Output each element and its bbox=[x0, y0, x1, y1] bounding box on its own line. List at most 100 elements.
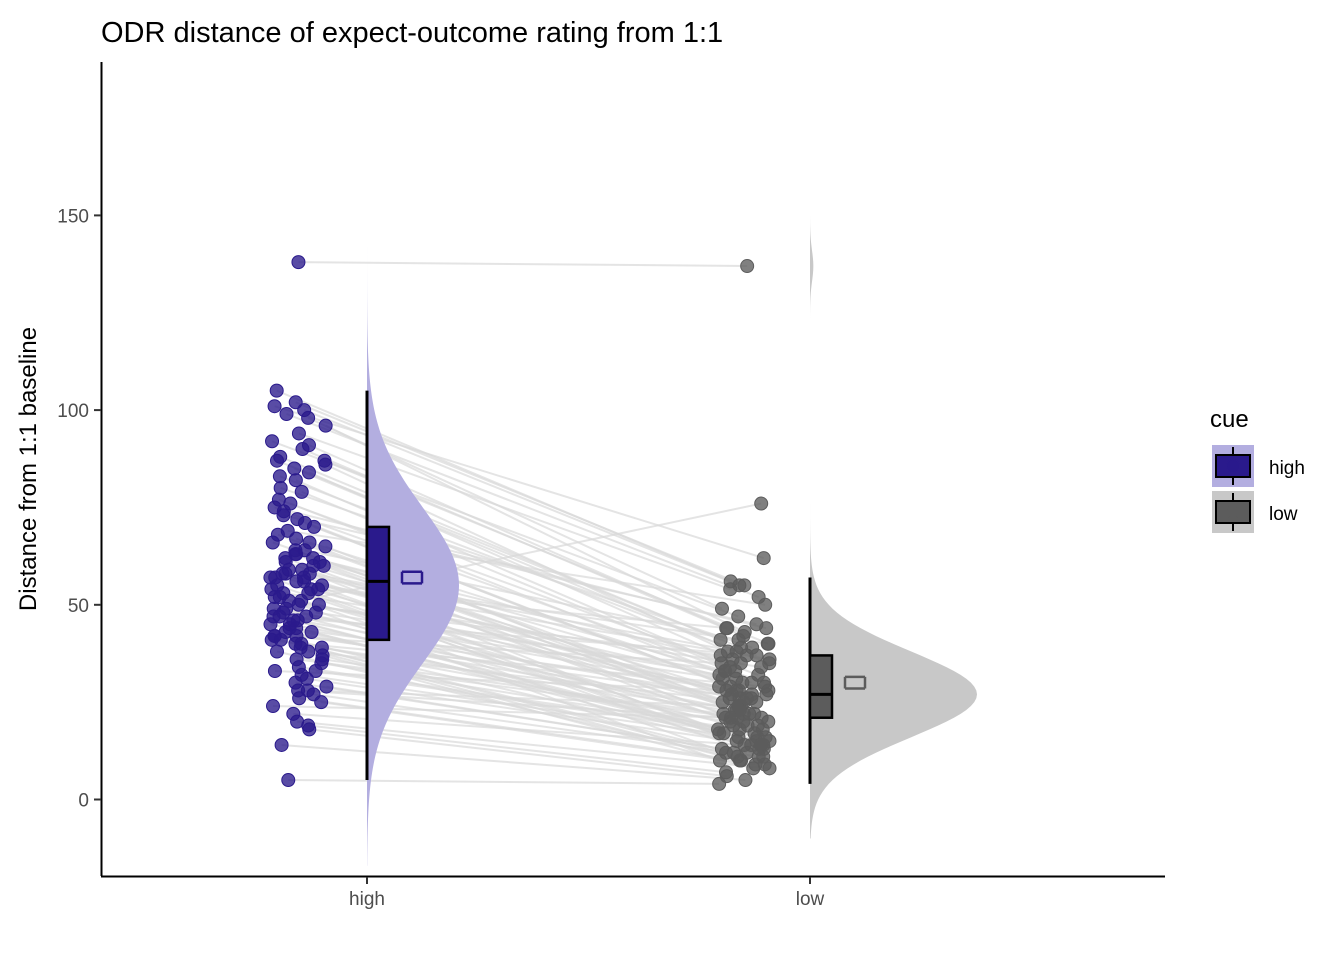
point-low bbox=[731, 609, 746, 624]
legend-point-high bbox=[1226, 459, 1240, 473]
point-low bbox=[758, 679, 773, 694]
point-high bbox=[291, 255, 306, 270]
point-low bbox=[754, 737, 769, 752]
y-tick-label: 150 bbox=[57, 206, 89, 227]
point-low bbox=[733, 656, 748, 671]
legend-point-low bbox=[1226, 505, 1240, 519]
pair-line bbox=[298, 261, 748, 268]
point-high bbox=[269, 383, 284, 398]
point-low bbox=[713, 632, 728, 647]
point-low bbox=[723, 582, 738, 597]
point-low bbox=[714, 656, 729, 671]
point-high bbox=[301, 410, 316, 425]
pair-line bbox=[271, 440, 739, 618]
point-low bbox=[712, 776, 727, 791]
point-low bbox=[758, 597, 773, 612]
x-tick-label: low bbox=[796, 889, 825, 910]
point-low bbox=[748, 757, 763, 772]
pair-line bbox=[274, 669, 727, 692]
point-high bbox=[308, 663, 323, 678]
point-high bbox=[265, 535, 280, 550]
point-high bbox=[301, 644, 316, 659]
box-high bbox=[365, 525, 391, 642]
point-high bbox=[281, 773, 296, 788]
point-low bbox=[714, 601, 729, 616]
point-high bbox=[315, 652, 330, 667]
point-low bbox=[734, 753, 749, 768]
point-high bbox=[311, 582, 326, 597]
density-cloud-high bbox=[367, 172, 459, 866]
pair-line bbox=[321, 701, 756, 766]
point-high bbox=[280, 523, 295, 538]
data-points bbox=[263, 255, 777, 791]
point-high bbox=[276, 508, 291, 523]
point-high bbox=[291, 683, 306, 698]
point-low bbox=[749, 617, 764, 632]
pair-line bbox=[274, 634, 722, 665]
pair-line bbox=[290, 502, 737, 680]
pair-line bbox=[288, 568, 737, 653]
y-tick-label: 100 bbox=[57, 401, 89, 422]
point-low bbox=[749, 648, 764, 663]
point-low bbox=[754, 496, 769, 511]
y-axis-label: Distance from 1:1 baseline bbox=[15, 327, 42, 611]
point-high bbox=[291, 426, 306, 441]
pair-line bbox=[283, 510, 765, 684]
legend: cue high low bbox=[1210, 406, 1305, 533]
point-high bbox=[282, 617, 297, 632]
point-high bbox=[272, 469, 287, 484]
point-low bbox=[737, 737, 752, 752]
pair-line bbox=[283, 514, 757, 626]
point-high bbox=[295, 442, 310, 457]
y-tick-label: 50 bbox=[68, 596, 89, 617]
pair-lines bbox=[270, 261, 770, 785]
point-high bbox=[286, 706, 301, 721]
point-high bbox=[279, 406, 294, 421]
point-low bbox=[762, 761, 777, 776]
box-low bbox=[808, 654, 834, 719]
point-low bbox=[760, 636, 775, 651]
point-high bbox=[294, 484, 309, 499]
legend-label-low: low bbox=[1269, 504, 1298, 525]
x-ticks: high low bbox=[349, 877, 825, 910]
point-high bbox=[297, 543, 312, 558]
pair-line bbox=[273, 615, 757, 657]
point-low bbox=[712, 667, 727, 682]
point-low bbox=[740, 259, 755, 274]
pair-line bbox=[281, 743, 746, 782]
mean-error-bars bbox=[400, 570, 867, 690]
point-high bbox=[318, 418, 333, 433]
boxplots bbox=[365, 390, 834, 784]
point-high bbox=[265, 434, 280, 449]
point-low bbox=[712, 753, 727, 768]
point-high bbox=[269, 644, 284, 659]
point-low bbox=[729, 644, 744, 659]
point-high bbox=[301, 465, 316, 480]
point-high bbox=[318, 539, 333, 554]
point-low bbox=[754, 660, 769, 675]
point-low bbox=[732, 702, 747, 717]
point-low bbox=[756, 551, 771, 566]
pair-line bbox=[289, 599, 720, 676]
y-tick-label: 0 bbox=[78, 791, 89, 812]
chart-title: ODR distance of expect-outcome rating fr… bbox=[101, 17, 723, 49]
point-high bbox=[289, 628, 304, 643]
point-high bbox=[319, 679, 334, 694]
pair-line bbox=[288, 779, 720, 785]
point-low bbox=[719, 683, 734, 698]
point-high bbox=[270, 453, 285, 468]
point-high bbox=[314, 695, 329, 710]
point-high bbox=[287, 461, 302, 476]
point-high bbox=[267, 399, 282, 414]
point-low bbox=[738, 773, 753, 788]
point-low bbox=[714, 741, 729, 756]
pair-line bbox=[272, 705, 738, 719]
point-high bbox=[314, 640, 329, 655]
point-high bbox=[264, 632, 279, 647]
point-low bbox=[731, 632, 746, 647]
point-high bbox=[267, 590, 282, 605]
point-high bbox=[274, 737, 289, 752]
point-low bbox=[740, 718, 755, 733]
y-ticks: 0 50 100 150 bbox=[57, 206, 101, 812]
